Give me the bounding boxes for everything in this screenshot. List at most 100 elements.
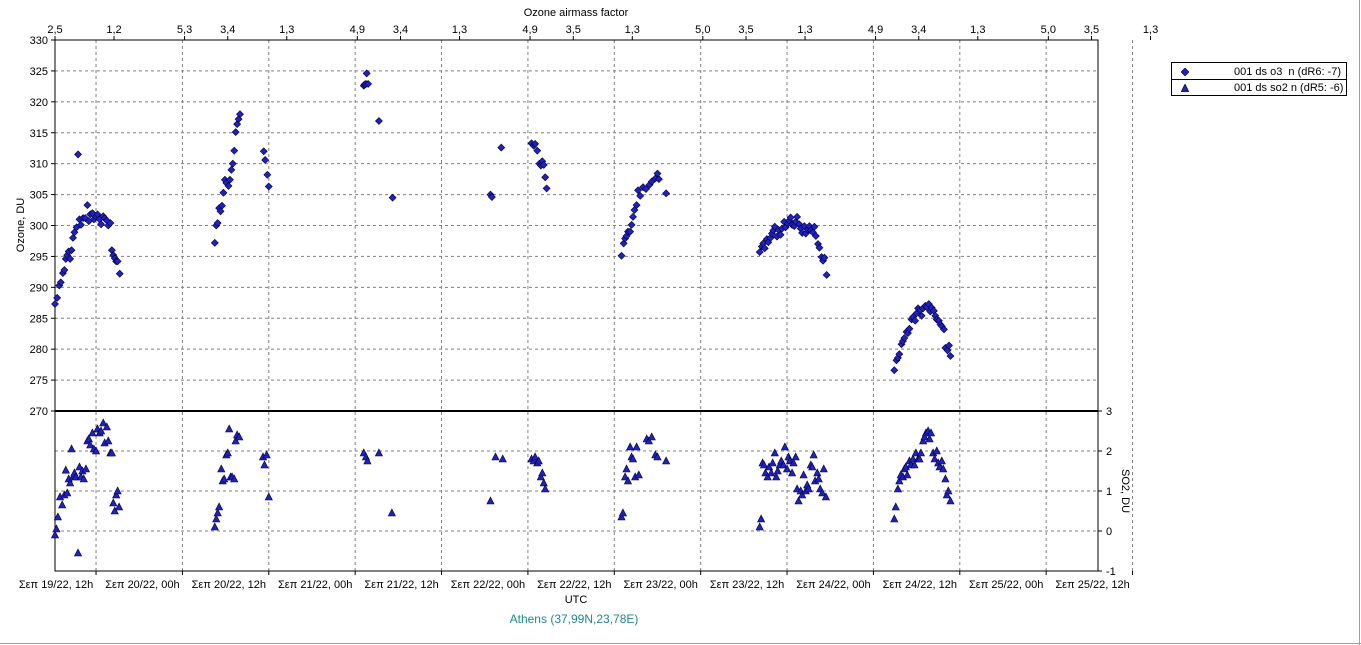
ozone-point [97,220,105,229]
so2-point [767,468,776,477]
ozone-point [210,238,219,247]
ozone-point [946,352,955,360]
so2-point [104,436,113,445]
top-tick-label: 1,3 [625,24,640,36]
top-tick-label: 1,3 [452,24,467,36]
ozone-point [617,251,626,260]
so2-point [66,478,75,487]
so2-point [632,442,641,451]
ozone-point [917,311,926,320]
chart-footer-location: Athens (37,99N,23,78E) [510,612,639,626]
so2-point [763,472,772,481]
ozone-point [793,212,802,221]
so2-point [91,446,101,455]
ozone-point [634,186,642,195]
ozone-point [374,117,383,125]
top-axis-title: Ozone airmass factor [524,7,629,19]
ozone-point [760,244,769,253]
so2-point [772,472,781,481]
ozone-point [66,254,75,263]
ozone-point [76,220,85,229]
so2-point [942,490,951,499]
ozone-point [364,79,373,88]
ozone-point [67,246,76,255]
so2-point [890,514,899,523]
so2-point [223,448,232,457]
ozone-point [51,300,59,308]
ozone-point [497,143,506,152]
so2-point [491,452,500,461]
ozone-point [895,350,904,359]
ozone-point [213,219,222,227]
so2-point [911,448,920,457]
ozone-point [259,147,268,156]
upper-y-tick-label: 270 [30,406,48,418]
so2-point [773,466,782,475]
so2-point [644,436,653,445]
upper-y-tick-label: 315 [30,128,48,140]
so2-point [96,426,106,435]
so2-point [531,452,540,461]
so2-point [79,474,88,483]
so2-point [818,488,827,497]
so2-point [819,464,828,473]
so2-point [50,530,60,539]
top-tick-label: 3,5 [566,24,581,36]
so2-point [67,444,76,453]
so2-point [930,454,939,463]
so2-point [213,508,222,517]
so2-point [920,432,929,441]
so2-point [498,454,507,463]
x-tick-label: Σεπ 24/22, 12h [883,579,957,591]
so2-point [212,514,221,523]
window-border-bottom [0,643,1361,644]
so2-point [764,462,774,471]
so2-point [915,454,924,463]
so2-point [231,436,240,445]
ozone-point [388,193,397,202]
so2-point [780,442,789,451]
top-tick-label: 3,5 [738,24,753,36]
so2-point [821,492,831,501]
x-tick-label: Σεπ 20/22, 12h [192,579,266,591]
ozone-point [629,212,637,221]
so2-point [107,448,116,457]
so2-point [626,442,635,451]
so2-point [916,448,926,457]
so2-point [891,502,900,511]
top-tick-label: 5,3 [177,24,192,36]
so2-point [112,490,121,499]
ozone-point [636,191,645,200]
window-border-right [1359,0,1360,645]
legend-label-so2: 001 ds so2 n (dR5: -6) [1234,81,1344,94]
top-tick-label: 3,4 [911,24,926,36]
lower-y-tick-label: 3 [1106,406,1112,418]
so2-point [789,458,798,467]
ozone-point [654,175,663,184]
ozone-point [755,248,764,257]
so2-point [814,474,823,483]
so2-point [538,468,547,477]
so2-point [662,456,671,465]
triangle-marker-icon [1176,83,1194,92]
so2-point [925,434,934,443]
top-tick-label: 1,2 [106,24,121,36]
so2-point [895,476,904,485]
so2-point [363,456,372,465]
lower-y-tick-label: 1 [1106,486,1112,498]
so2-point [623,476,633,485]
axes: Σεπ 19/22, 12h Σεπ 20/22, 00h Σεπ 20/22, 1… [19,24,1158,591]
so2-point [618,508,628,517]
so2-point [113,486,122,495]
ozone-point [911,316,920,325]
ozone-point [945,341,953,350]
ozone-point [811,232,820,240]
grid [55,40,1134,571]
ozone-point [627,220,636,229]
so2-point [804,484,813,493]
ozone-point [905,324,914,333]
so2-point [893,484,902,493]
ozone-point [531,139,540,148]
ozone-point [264,182,273,191]
x-tick-label: Σεπ 25/22, 00h [969,579,1043,591]
